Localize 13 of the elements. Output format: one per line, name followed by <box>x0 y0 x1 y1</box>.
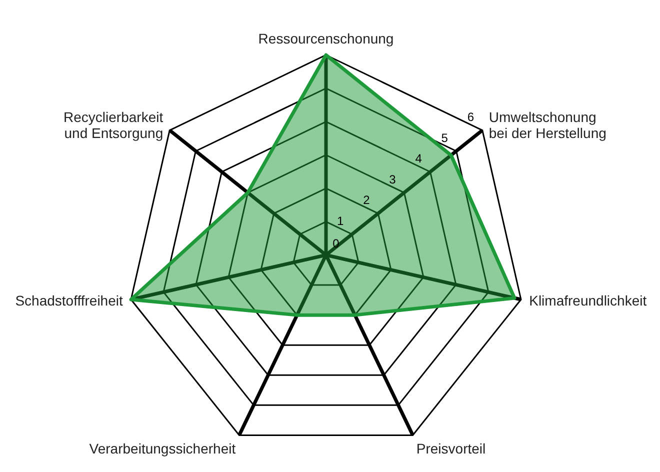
y-tick-label: 2 <box>363 193 370 208</box>
y-tick-label: 3 <box>389 172 396 186</box>
y-tick-label: 6 <box>467 110 474 124</box>
y-tick-label: 1 <box>337 214 344 228</box>
spoke-label: Umweltschonung bei der Herstellung <box>488 109 606 142</box>
spoke-label: Preisvorteil <box>416 440 486 457</box>
spoke-label: Klimafreundlichkeit <box>529 292 647 308</box>
spoke-label: Ressourcenschonung <box>258 30 394 47</box>
spoke-label: Recyclierbarkeit und Entsorgung <box>64 109 164 142</box>
spoke-label: Verarbeitungssicherheit <box>89 440 236 457</box>
y-tick-label: 5 <box>441 130 448 145</box>
y-tick-label: 4 <box>415 152 422 166</box>
spoke-label: Schadstofffreiheit <box>15 292 123 308</box>
